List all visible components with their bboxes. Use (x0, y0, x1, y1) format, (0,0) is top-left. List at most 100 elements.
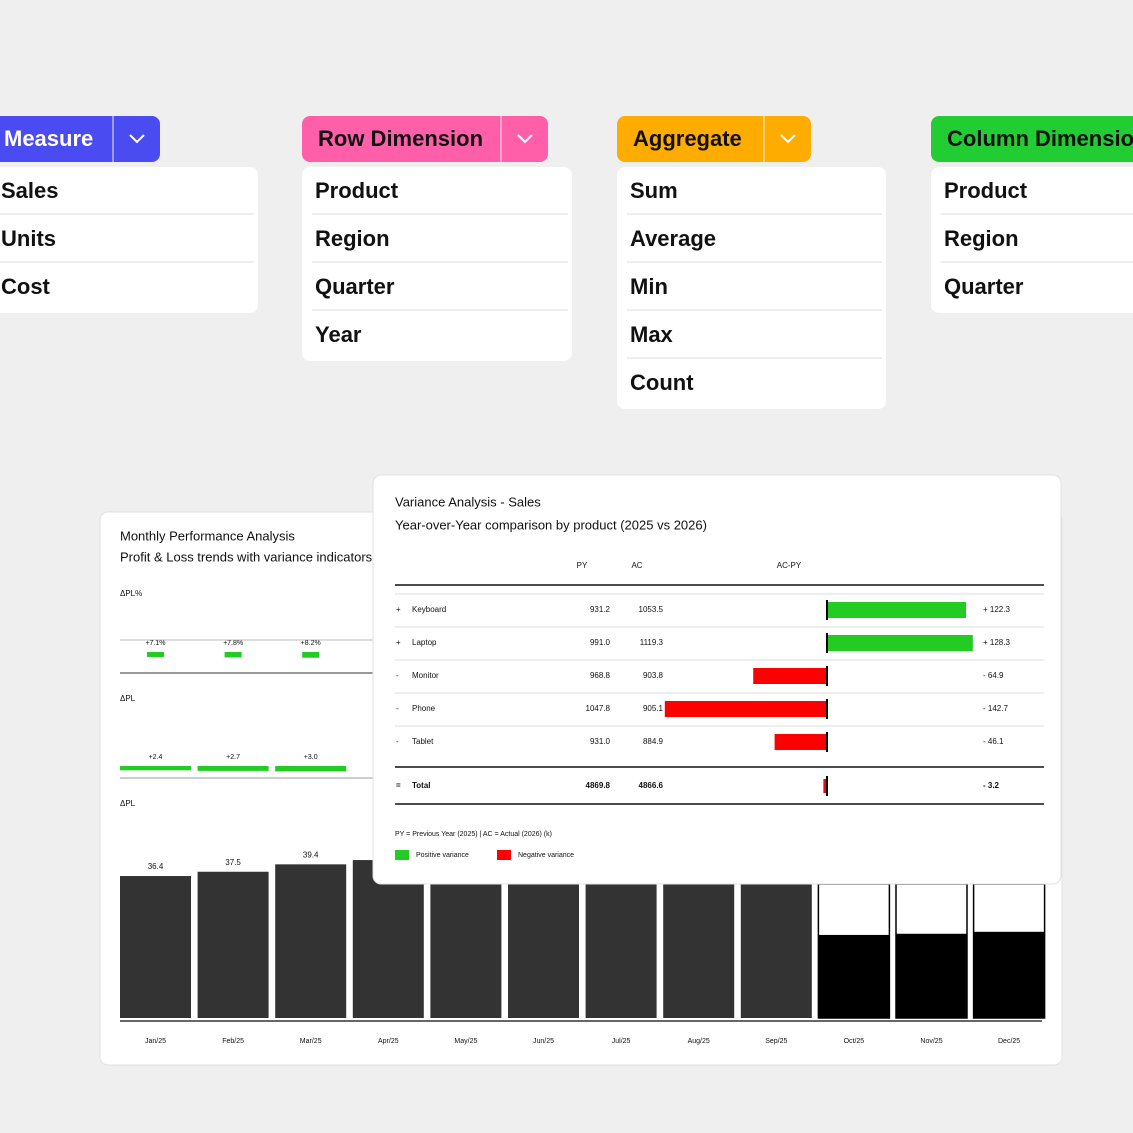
row-label: ΔPL (120, 694, 136, 703)
option[interactable]: Quarter (944, 274, 1024, 299)
x-tick-label: Jun/25 (533, 1038, 554, 1045)
py-value: 931.0 (590, 737, 611, 746)
option[interactable]: Sales (1, 178, 59, 203)
card-title: Variance Analysis - Sales (395, 494, 541, 509)
x-tick-label: Aug/25 (688, 1038, 710, 1045)
variance-bar (147, 652, 164, 657)
card-title: Monthly Performance Analysis (120, 528, 295, 543)
option-list (617, 167, 886, 409)
row-sign: - (396, 671, 399, 680)
ac-value: 4866.6 (639, 781, 664, 790)
product-name: Monitor (412, 671, 439, 680)
data-label: +3.0 (304, 754, 318, 761)
row-label: ΔPL% (120, 589, 142, 598)
x-tick-label: Dec/25 (998, 1038, 1020, 1045)
option[interactable]: Min (630, 274, 668, 299)
dropdown-label: Aggregate (633, 126, 742, 151)
product-name: Tablet (412, 737, 434, 746)
variance-label: - 142.7 (983, 704, 1008, 713)
dropdown-header[interactable] (931, 116, 1133, 162)
dropdown-label: Measure (4, 126, 93, 151)
column-header: PY (577, 561, 588, 570)
row-sign: + (396, 605, 401, 614)
variance-label: + 128.3 (983, 638, 1010, 647)
variance-bar (827, 635, 973, 651)
bar (120, 876, 191, 1018)
variance-bar (302, 652, 320, 658)
variance-label: - 64.9 (983, 671, 1004, 680)
legend-label: Positive variance (416, 852, 469, 859)
dropdown-label: Row Dimension (318, 126, 483, 151)
py-value: 931.2 (590, 605, 611, 614)
option-list (0, 167, 258, 313)
py-value: 968.8 (590, 671, 611, 680)
variance-bar (827, 602, 966, 618)
py-value: 4869.8 (586, 781, 611, 790)
option[interactable]: Product (315, 178, 399, 203)
chevron-icon (780, 134, 796, 144)
option[interactable]: Quarter (315, 274, 395, 299)
option[interactable]: Cost (1, 274, 51, 299)
bar (973, 931, 1045, 1018)
dropdown-header[interactable] (617, 116, 811, 162)
ac-value: 1053.5 (639, 605, 664, 614)
bar (896, 933, 967, 1018)
variance-bar (774, 734, 827, 750)
bar (197, 871, 269, 1018)
card (372, 474, 1062, 885)
product-name: Laptop (412, 638, 437, 647)
x-tick-label: Sep/25 (765, 1038, 787, 1045)
legend-swatch (497, 850, 511, 860)
variance-bar (197, 766, 269, 771)
option[interactable]: Sum (630, 178, 678, 203)
option[interactable]: Product (944, 178, 1028, 203)
bar (352, 860, 424, 1018)
option[interactable]: Region (944, 226, 1019, 251)
footnote: PY = Previous Year (2025) | AC = Actual … (395, 831, 552, 838)
py-value: 1047.8 (586, 704, 611, 713)
option-list (931, 167, 1133, 313)
x-tick-label: Jan/25 (145, 1038, 166, 1045)
row-sign: - (396, 737, 399, 746)
bar (818, 934, 890, 1018)
x-tick-label: Jul/25 (612, 1038, 631, 1045)
variance-label: + 122.3 (983, 605, 1010, 614)
variance-bar (664, 701, 827, 717)
data-label: +7.8% (223, 640, 243, 647)
legend-label: Negative variance (518, 852, 574, 859)
dropdown[interactable]: Measure Sales Units Cost (0, 116, 258, 313)
variance-bar (753, 668, 827, 684)
variance-bar (224, 652, 242, 658)
x-tick-label: Apr/25 (378, 1038, 399, 1045)
column-header: AC (631, 561, 642, 570)
data-label: 37.5 (225, 858, 241, 867)
variance-label: - 3.2 (983, 781, 1000, 790)
dropdown-label: Column Dimension (947, 126, 1133, 151)
option-list (302, 167, 572, 361)
legend-swatch (395, 850, 409, 860)
option[interactable]: Average (630, 226, 716, 251)
x-tick-label: May/25 (454, 1038, 477, 1045)
dropdown[interactable]: Row Dimension Product Region Quarter Year (302, 116, 572, 361)
chevron-icon (517, 134, 533, 144)
option[interactable]: Year (315, 322, 362, 347)
bar (275, 864, 347, 1018)
chevron-icon (129, 134, 145, 144)
option[interactable]: Region (315, 226, 390, 251)
option[interactable]: Units (1, 226, 56, 251)
ac-value: 884.9 (643, 737, 664, 746)
variance-label: - 46.1 (983, 737, 1004, 746)
row-sign: = (396, 781, 401, 790)
dropdown-header[interactable] (302, 116, 548, 162)
data-label: +2.7 (226, 754, 240, 761)
py-value: 991.0 (590, 638, 611, 647)
column-header: AC-PY (777, 561, 802, 570)
option[interactable]: Max (630, 322, 674, 347)
dropdown-header[interactable] (0, 116, 160, 162)
ac-value: 1119.3 (640, 638, 664, 647)
option[interactable]: Count (630, 370, 694, 395)
variance-bar (275, 766, 347, 772)
x-tick-label: Mar/25 (300, 1038, 322, 1045)
dropdown[interactable]: Aggregate Sum Average Min Max Count (617, 116, 886, 409)
dropdown[interactable]: Column Dimension Product Region Quarter (931, 116, 1133, 313)
